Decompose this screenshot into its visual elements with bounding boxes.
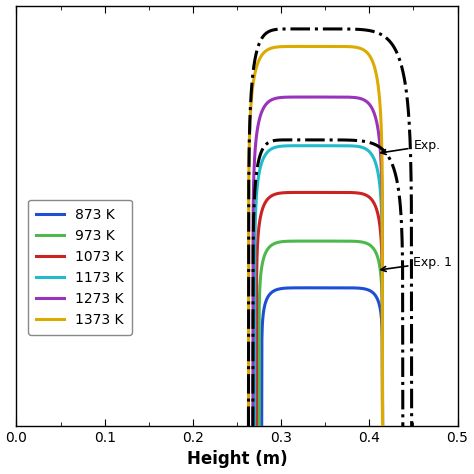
Text: Exp.: Exp. [381, 139, 440, 155]
Legend: 873 K, 973 K, 1073 K, 1173 K, 1273 K, 1373 K: 873 K, 973 K, 1073 K, 1173 K, 1273 K, 13… [28, 200, 132, 335]
Text: Exp. 1: Exp. 1 [381, 256, 452, 272]
X-axis label: Height (m): Height (m) [187, 450, 287, 468]
